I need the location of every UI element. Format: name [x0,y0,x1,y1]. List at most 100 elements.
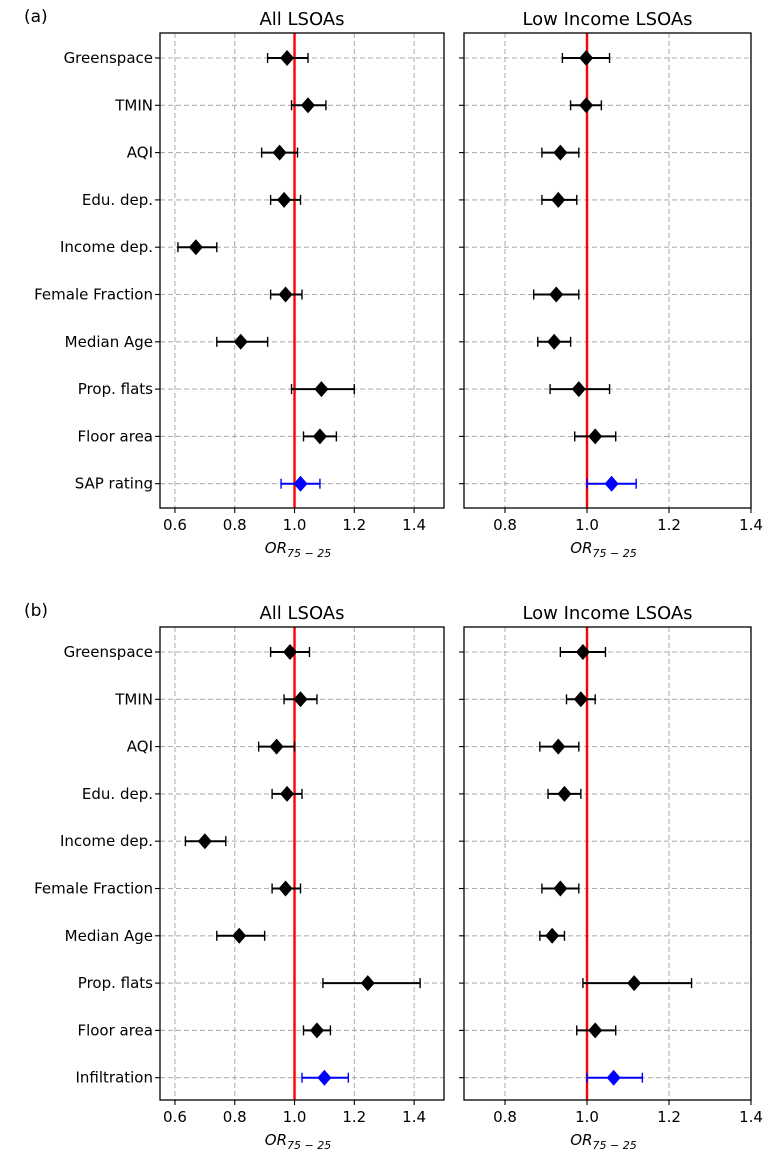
x-tick-label: 1.2 [657,516,681,534]
point-sap-rating [586,475,637,492]
point-prop-flats [582,975,693,992]
panel-label: (a) [24,7,48,27]
category-label-greenspace: Greenspace [64,643,153,661]
category-label-prop-flats: Prop. flats [78,380,153,398]
panel-label: (b) [24,601,48,621]
estimate-diamond [549,286,564,303]
category-label-floor-area: Floor area [77,427,153,445]
x-axis-label: OR75 − 25 [570,1131,636,1152]
point-female-fraction [269,286,303,303]
x-tick-label: 1.0 [575,1108,599,1126]
grid-lines [160,33,444,508]
point-aqi [541,144,580,161]
category-label-median-age: Median Age [65,927,153,945]
x-tick-label: 1.4 [402,516,426,534]
estimate-diamond [606,1069,621,1086]
point-prop-flats [549,381,611,398]
estimate-diamond [309,1022,324,1039]
estimate-diamond [588,428,603,445]
x-tick-label: 1.0 [283,1108,307,1126]
forest-panel-3: 0.6 0.8 1.0 1.2 1.4 Greenspace TMIN AQI Edu. dep… [24,601,445,1152]
x-tick-label: 0.8 [493,516,517,534]
point-edu-dep [271,785,303,802]
estimate-diamond [197,833,212,850]
category-label-median-age: Median Age [65,333,153,351]
x-tick-label: 1.4 [739,516,763,534]
point-floor-area [576,1022,617,1039]
category-label-sap-rating: SAP rating [75,475,153,493]
category-label-income-dep: Income dep. [60,832,153,850]
point-female-fraction [271,880,302,897]
x-axis-label-subscript: 75 − 25 [593,1139,637,1152]
panel-title: Low Income LSOAs [522,9,692,30]
estimate-diamond [233,333,248,350]
x-axis-label-subscript: 75 − 25 [593,547,637,560]
x-axis-label-main: OR [265,1131,287,1149]
point-income-dep [177,239,218,256]
category-label-aqi: AQI [127,738,153,756]
x-axis-label-main: OR [570,1131,592,1149]
estimate-diamond [575,644,590,660]
estimate-diamond [277,191,292,208]
point-median-age [537,333,572,350]
point-edu-dep [269,191,302,208]
point-aqi [539,738,580,755]
estimate-diamond [232,927,247,944]
category-label-prop-flats: Prop. flats [78,974,153,992]
category-label-female-fraction: Female Fraction [34,880,153,898]
point-tmin [290,97,327,114]
point-floor-area [574,428,617,445]
x-tick-label: 0.8 [223,1108,247,1126]
estimate-diamond [579,50,594,66]
estimate-diamond [571,381,586,398]
x-axis-label: OR75 − 25 [265,1131,331,1152]
plot-frame [463,626,752,1101]
point-tmin [565,691,596,708]
plot-frame [159,626,445,1101]
x-tick-label: 0.6 [163,1108,187,1126]
x-tick-label: 0.8 [223,516,247,534]
point-female-fraction [533,286,580,303]
category-label-income-dep: Income dep. [60,238,153,256]
estimate-diamond [627,975,642,992]
x-tick-label: 1.0 [283,516,307,534]
plot-frame [159,32,445,509]
category-label-edu-dep: Edu. dep. [82,191,153,209]
estimate-diamond [557,785,572,802]
point-edu-dep [541,191,578,208]
point-median-age [539,927,566,944]
point-greenspace [561,50,611,66]
point-infiltration [586,1069,644,1086]
point-greenspace [559,644,607,660]
point-tmin [283,691,318,708]
point-floor-area [302,428,338,445]
x-tick-label: 0.8 [493,1108,517,1126]
estimate-diamond [280,785,295,802]
forest-panel-1: 0.6 0.8 1.0 1.2 1.4 Greenspace TMIN AQI Edu. dep… [24,7,445,560]
x-tick-label: 1.2 [342,516,366,534]
estimate-diamond [547,333,562,350]
x-axis-label: OR75 − 25 [265,539,331,560]
x-tick-label: 1.2 [342,1108,366,1126]
estimate-diamond [573,691,588,708]
estimate-diamond [604,475,619,492]
category-label-edu-dep: Edu. dep. [82,785,153,803]
estimate-diamond [283,644,298,660]
estimate-diamond [300,97,315,114]
estimate-diamond [314,381,329,398]
estimate-diamond [317,1069,332,1086]
category-label-tmin: TMIN [114,690,153,708]
category-label-tmin: TMIN [114,96,153,114]
forest-panel-4: 0.8 1.0 1.2 1.4 Low Income LSOAs OR75 − 25 [459,603,763,1152]
estimate-diamond [280,50,295,66]
panel-title: All LSOAs [259,603,344,624]
x-axis-label-subscript: 75 − 25 [287,547,331,560]
estimate-diamond [551,738,566,755]
estimate-diamond [278,880,293,897]
point-greenspace [266,50,309,66]
estimate-diamond [553,880,568,897]
point-floor-area [302,1022,332,1039]
estimate-diamond [312,428,327,445]
point-prop-flats [322,975,421,992]
